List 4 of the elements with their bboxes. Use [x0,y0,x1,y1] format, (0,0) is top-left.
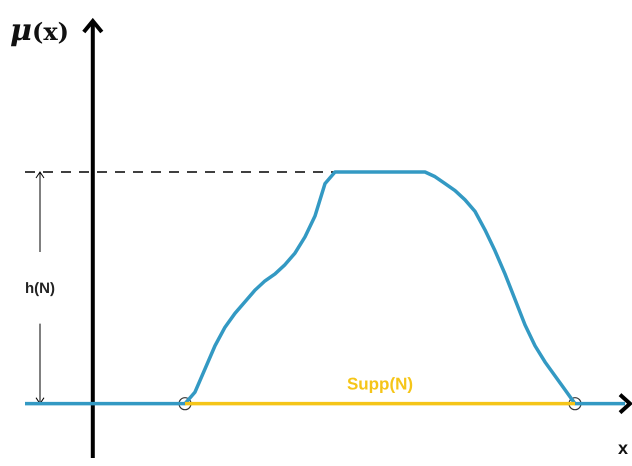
x-axis-title: x [618,438,628,458]
y-axis-title: μ(x) [10,13,69,48]
annotation: h(N) [25,280,55,297]
series-label: Supp(N) [346,374,414,394]
